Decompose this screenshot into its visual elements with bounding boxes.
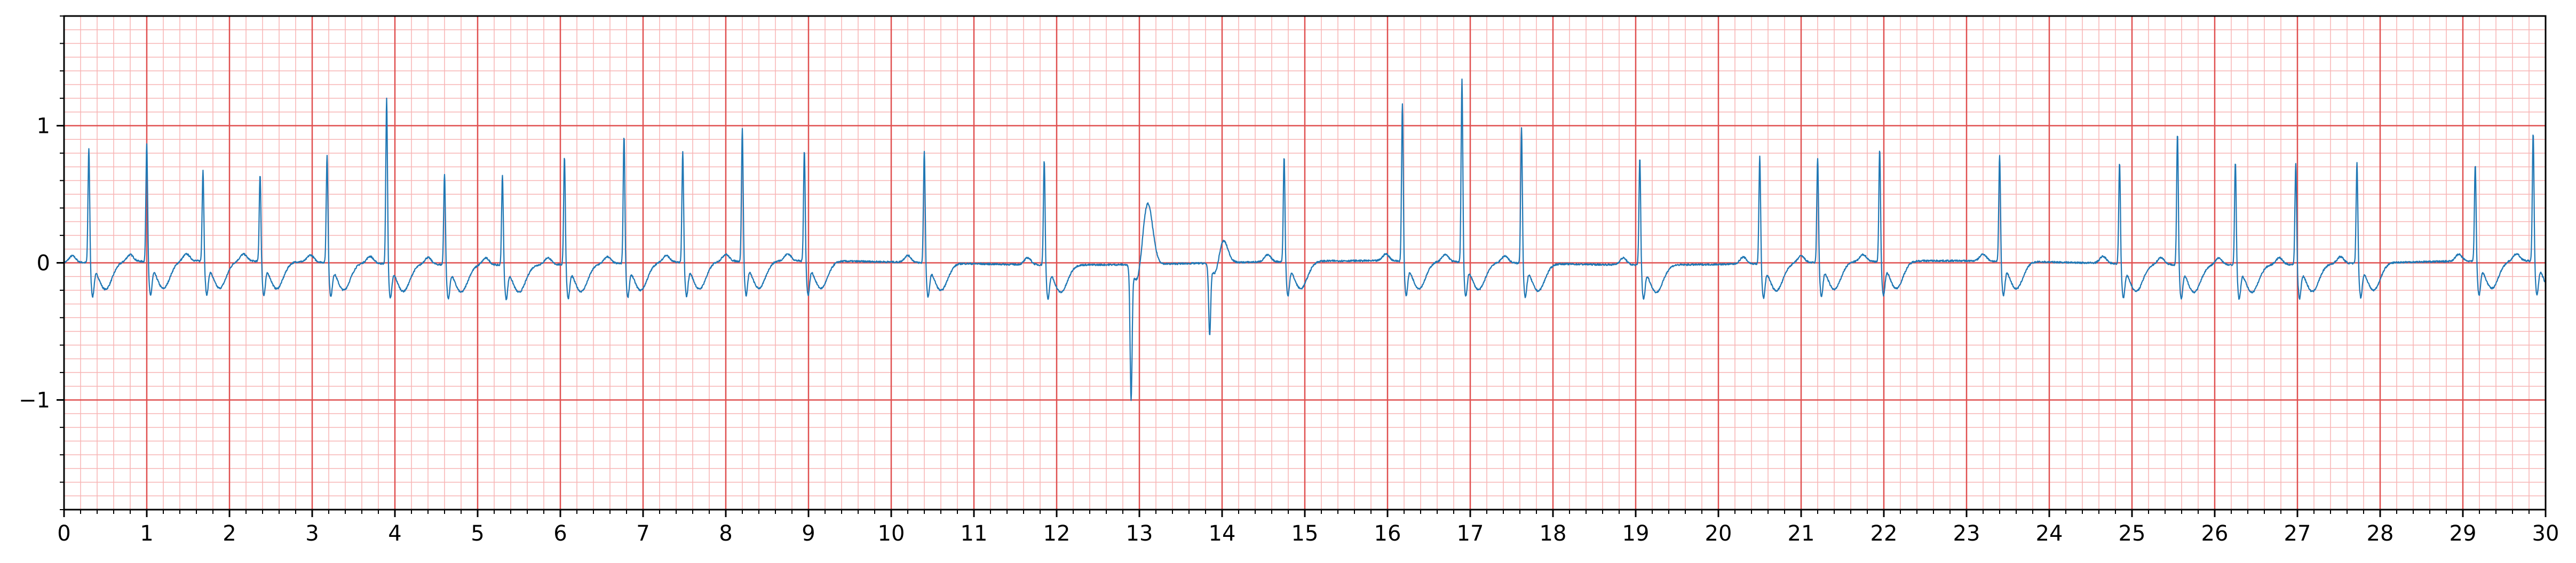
x-tick-label: 12 xyxy=(1043,521,1071,546)
x-tick-label: 15 xyxy=(1291,521,1319,546)
x-tick-label: 21 xyxy=(1788,521,1815,546)
x-tick-label: 27 xyxy=(2284,521,2311,546)
x-tick-label: 3 xyxy=(305,521,319,546)
x-tick-label: 25 xyxy=(2119,521,2146,546)
x-tick-label: 24 xyxy=(2036,521,2063,546)
x-tick-label: 29 xyxy=(2450,521,2477,546)
x-tick-label: 17 xyxy=(1457,521,1484,546)
x-tick-label: 7 xyxy=(636,521,649,546)
x-tick-label: 19 xyxy=(1622,521,1650,546)
x-tick-label: 16 xyxy=(1374,521,1401,546)
x-tick-label: 9 xyxy=(802,521,815,546)
x-tick-label: 23 xyxy=(1953,521,1980,546)
x-tick-label: 26 xyxy=(2201,521,2229,546)
x-tick-label: 22 xyxy=(1870,521,1898,546)
x-tick-label: 14 xyxy=(1209,521,1236,546)
y-tick-label: 1 xyxy=(37,114,50,139)
x-tick-label: 0 xyxy=(57,521,70,546)
x-tick-label: 13 xyxy=(1126,521,1153,546)
x-tick-label: 4 xyxy=(388,521,401,546)
y-tick-label: −1 xyxy=(19,388,50,413)
x-tick-label: 20 xyxy=(1705,521,1732,546)
x-tick-label: 10 xyxy=(878,521,905,546)
x-tick-label: 28 xyxy=(2367,521,2394,546)
x-tick-label: 30 xyxy=(2532,521,2559,546)
x-tick-label: 8 xyxy=(719,521,732,546)
y-tick-label: 0 xyxy=(37,251,50,276)
x-tick-label: 1 xyxy=(140,521,153,546)
x-tick-label: 2 xyxy=(223,521,236,546)
x-tick-label: 6 xyxy=(553,521,567,546)
x-tick-label: 18 xyxy=(1540,521,1567,546)
x-tick-label: 5 xyxy=(471,521,484,546)
x-tick-label: 11 xyxy=(961,521,988,546)
